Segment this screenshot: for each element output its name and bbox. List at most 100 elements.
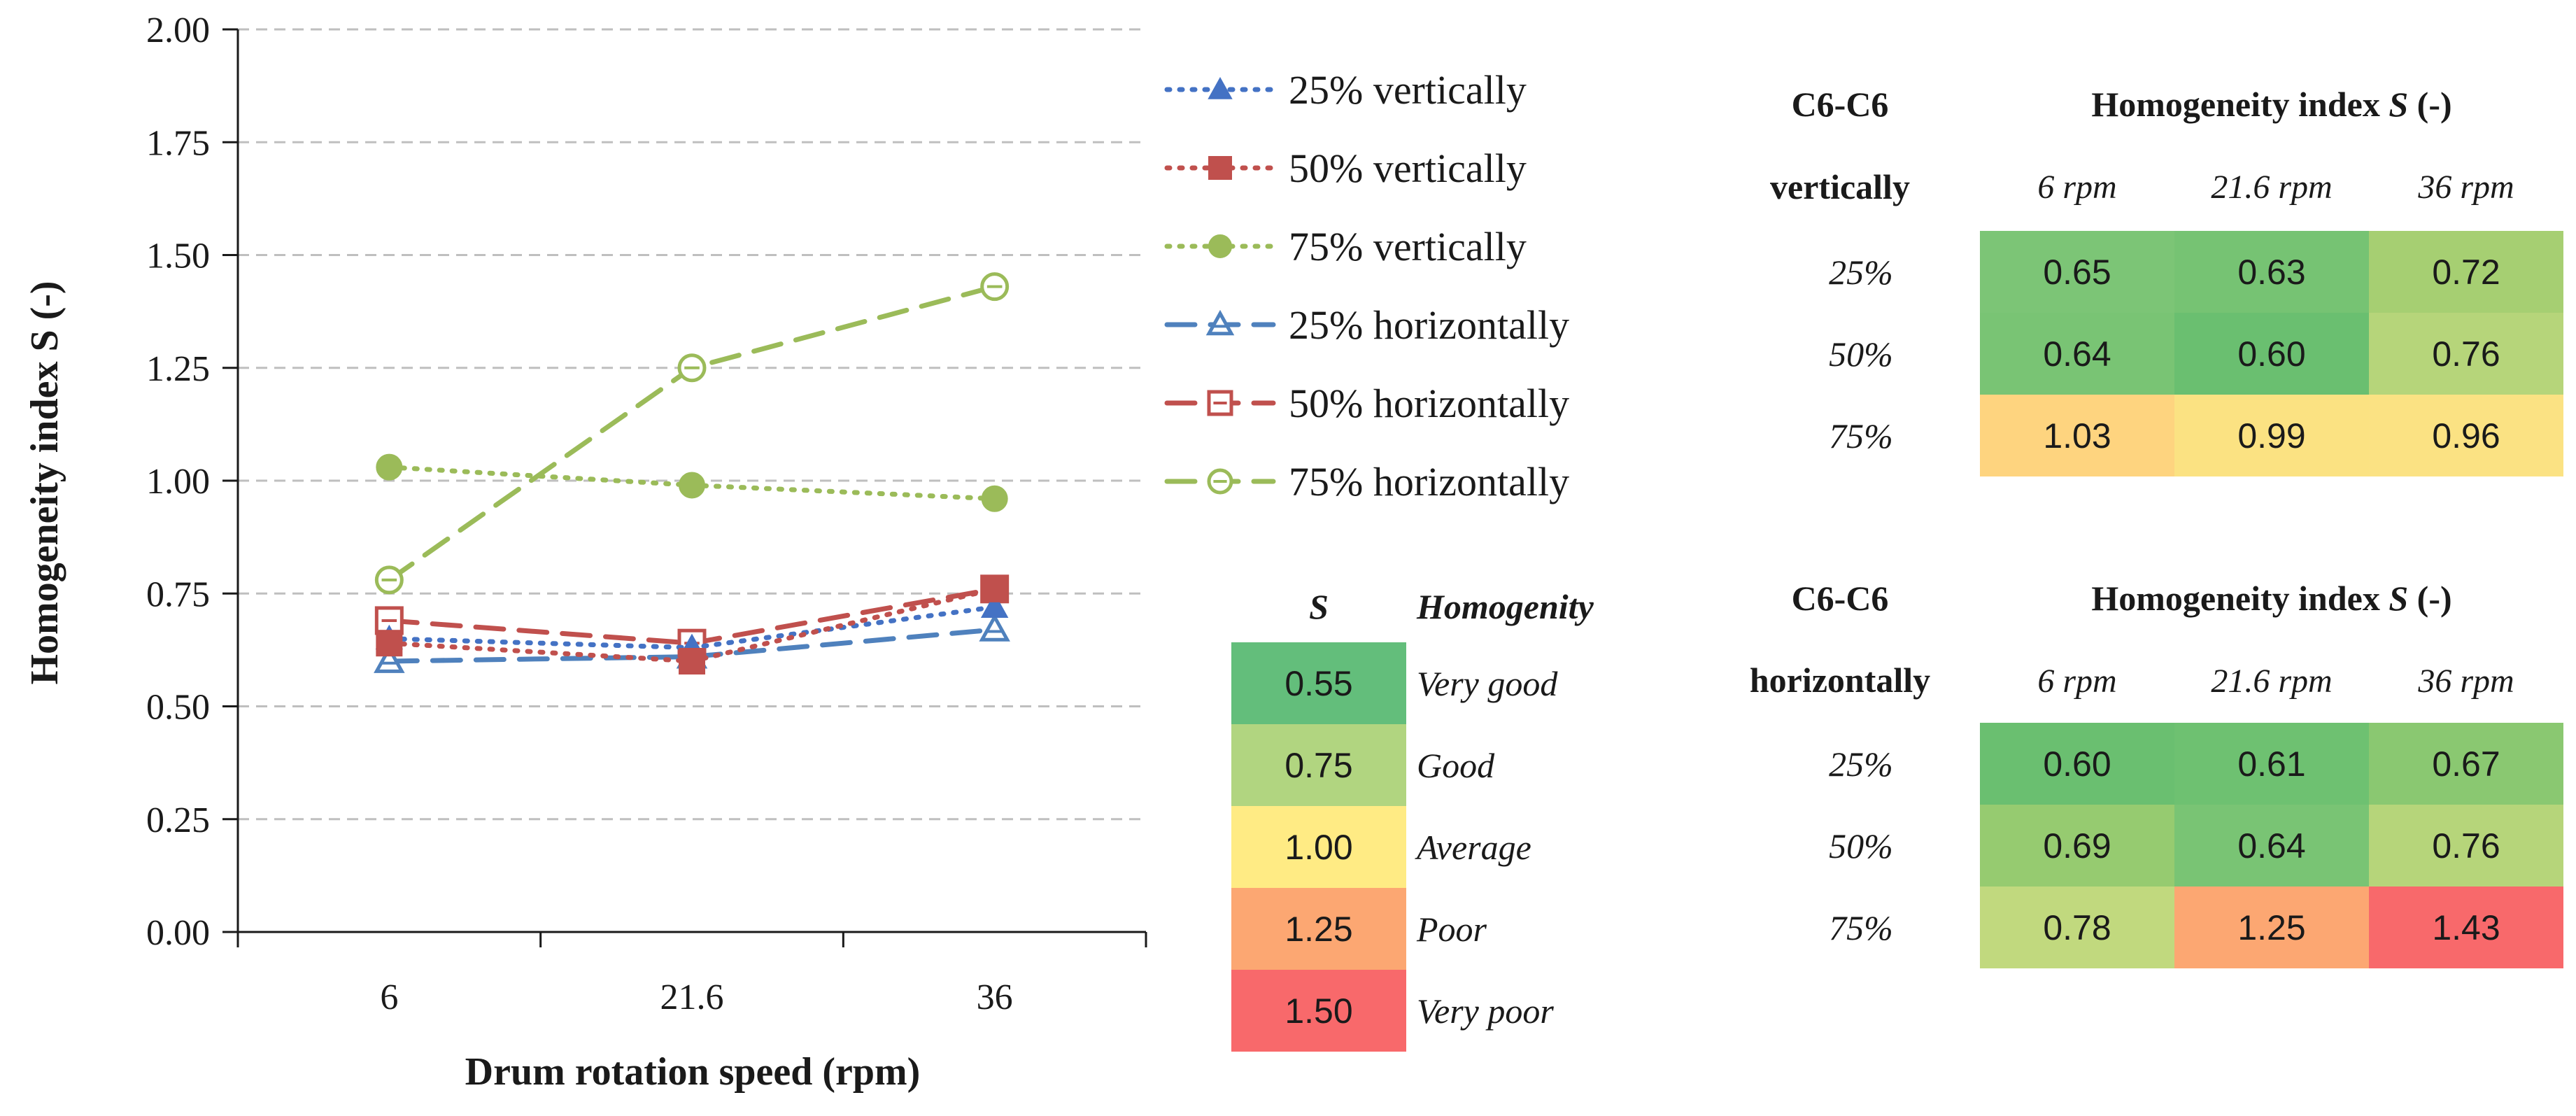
legend-label: 25% horizontally — [1289, 302, 1569, 348]
vtable-row-label: 25% — [1829, 253, 1893, 292]
grid-lines — [238, 28, 1146, 821]
y-tick-label: 1.00 — [146, 462, 210, 502]
htable-row-label: 50% — [1829, 826, 1893, 866]
series-75-horizontally — [374, 272, 1010, 595]
y-tick-label: 2.00 — [146, 10, 210, 50]
htable-title-text: Homogeneity index — [2091, 579, 2380, 618]
legend-item: 75% horizontally — [1164, 459, 1569, 504]
legend-item: 25% horizontally — [1164, 302, 1569, 348]
vtable-cell: 0.63 — [2174, 231, 2369, 313]
y-tick-label: 0.25 — [146, 800, 210, 840]
y-tick-label: 0.75 — [146, 574, 210, 614]
axes — [222, 28, 1147, 947]
scale-quality: Poor — [1417, 910, 1487, 949]
square-marker — [981, 575, 1008, 602]
legend-item: 25% vertically — [1164, 67, 1527, 113]
vtable-row-label: 50% — [1829, 334, 1893, 374]
legend-item: 75% vertically — [1164, 224, 1527, 269]
htable-corner: C6-C6 — [1791, 579, 1889, 618]
vtable-corner-orientation: vertically — [1770, 167, 1910, 206]
htable-cell: 0.60 — [1980, 723, 2174, 805]
vtable-cell: 0.76 — [2369, 313, 2563, 395]
htable-row-label: 25% — [1829, 744, 1893, 784]
scale-header-s: S — [1231, 586, 1406, 627]
legend-label: 50% vertically — [1289, 146, 1527, 191]
scale-value: 0.75 — [1231, 724, 1406, 806]
vtable-cell: 0.72 — [2369, 231, 2563, 313]
series-group — [374, 272, 1010, 674]
triangle-marker — [1205, 309, 1235, 336]
vtable-cell: 0.60 — [2174, 313, 2369, 395]
htable-title-var: S — [2389, 579, 2409, 618]
x-tick-label: 21.6 — [660, 977, 724, 1017]
y-tick-label: 0.00 — [146, 913, 210, 953]
legend-label: 50% horizontally — [1289, 381, 1569, 426]
triangle-marker — [374, 644, 405, 673]
triangle-marker — [979, 613, 1010, 642]
square-marker — [1207, 390, 1233, 416]
triangle-marker — [980, 593, 1009, 618]
y-tick-labels: 0.00 0.25 0.50 0.75 1.00 1.25 1.50 1.75 2.00 — [146, 10, 210, 953]
square-marker — [679, 648, 705, 674]
htable-cell: 0.78 — [1980, 887, 2174, 968]
circle-marker — [679, 472, 705, 499]
legend-label: 25% vertically — [1289, 67, 1527, 113]
scale-quality: Very good — [1417, 664, 1558, 703]
vtable-title-text: Homogeneity index — [2091, 85, 2380, 124]
vtable-corner: C6-C6 — [1791, 85, 1889, 124]
vtable-cell: 0.99 — [2174, 395, 2369, 476]
htable-cell: 0.61 — [2174, 723, 2369, 805]
series-75-vertically — [376, 453, 1008, 512]
series-line — [386, 284, 998, 583]
vtable-title: Homogeneity index S (-) — [1980, 84, 2563, 125]
htable-cell: 0.67 — [2369, 723, 2563, 805]
htable-cell: 1.25 — [2174, 887, 2369, 968]
x-tick-label: 6 — [380, 977, 398, 1017]
scale-header-s-text: S — [1309, 587, 1329, 626]
x-axis-label: Drum rotation speed (rpm) — [465, 1050, 921, 1094]
scale-header-homogenity: Homogenity — [1417, 587, 1594, 626]
square-marker — [1208, 156, 1232, 180]
x-tick-labels: 6 21.6 36 — [380, 977, 1012, 1017]
scale-value: 1.00 — [1231, 806, 1406, 888]
vtable-col-6rpm: 6 rpm — [2037, 169, 2117, 206]
y-tick-label: 1.75 — [146, 123, 210, 163]
y-axis-label: Homogeneity index S (-) — [23, 281, 66, 684]
vtable-cell: 0.65 — [1980, 231, 2174, 313]
htable-title-unit: (-) — [2416, 579, 2452, 618]
scale-value: 0.55 — [1231, 642, 1406, 724]
vtable-title-unit: (-) — [2416, 85, 2452, 124]
htable-cell: 0.69 — [1980, 805, 2174, 887]
x-tick-label: 36 — [977, 977, 1013, 1017]
vtable-cell: 1.03 — [1980, 395, 2174, 476]
vtable-cell: 0.96 — [2369, 395, 2563, 476]
triangle-marker — [1208, 76, 1233, 99]
legend-label: 75% vertically — [1289, 224, 1527, 269]
y-tick-label: 1.50 — [146, 236, 210, 276]
scale-value: 1.25 — [1231, 888, 1406, 970]
scale-value: 1.50 — [1231, 970, 1406, 1052]
legend-label: 75% horizontally — [1289, 459, 1569, 504]
htable-row-label: 75% — [1829, 908, 1893, 947]
circle-marker — [981, 485, 1008, 512]
circle-marker — [376, 453, 403, 481]
y-tick-label: 0.50 — [146, 688, 210, 728]
legend-item: 50% vertically — [1164, 146, 1527, 191]
legend-item: 50% horizontally — [1164, 381, 1569, 426]
square-marker — [376, 630, 403, 657]
circle-marker — [1208, 234, 1232, 258]
scale-quality: Very poor — [1417, 991, 1554, 1031]
legend: 25% vertically 50% vertically 75% vertical… — [1164, 67, 1569, 504]
series-50-vertically — [376, 575, 1008, 674]
htable-corner-orientation: horizontally — [1749, 661, 1931, 700]
vtable-col-36rpm: 36 rpm — [2418, 169, 2514, 206]
htable-cell: 0.64 — [2174, 805, 2369, 887]
vtable-row-label: 75% — [1829, 416, 1893, 455]
scale-quality: Average — [1417, 828, 1531, 867]
htable-col-6rpm: 6 rpm — [2037, 663, 2117, 700]
htable-title: Homogeneity index S (-) — [1980, 578, 2563, 619]
vtable-title-var: S — [2389, 85, 2409, 124]
htable-cell: 1.43 — [2369, 887, 2563, 968]
vtable-cell: 0.64 — [1980, 313, 2174, 395]
y-tick-label: 1.25 — [146, 349, 210, 389]
